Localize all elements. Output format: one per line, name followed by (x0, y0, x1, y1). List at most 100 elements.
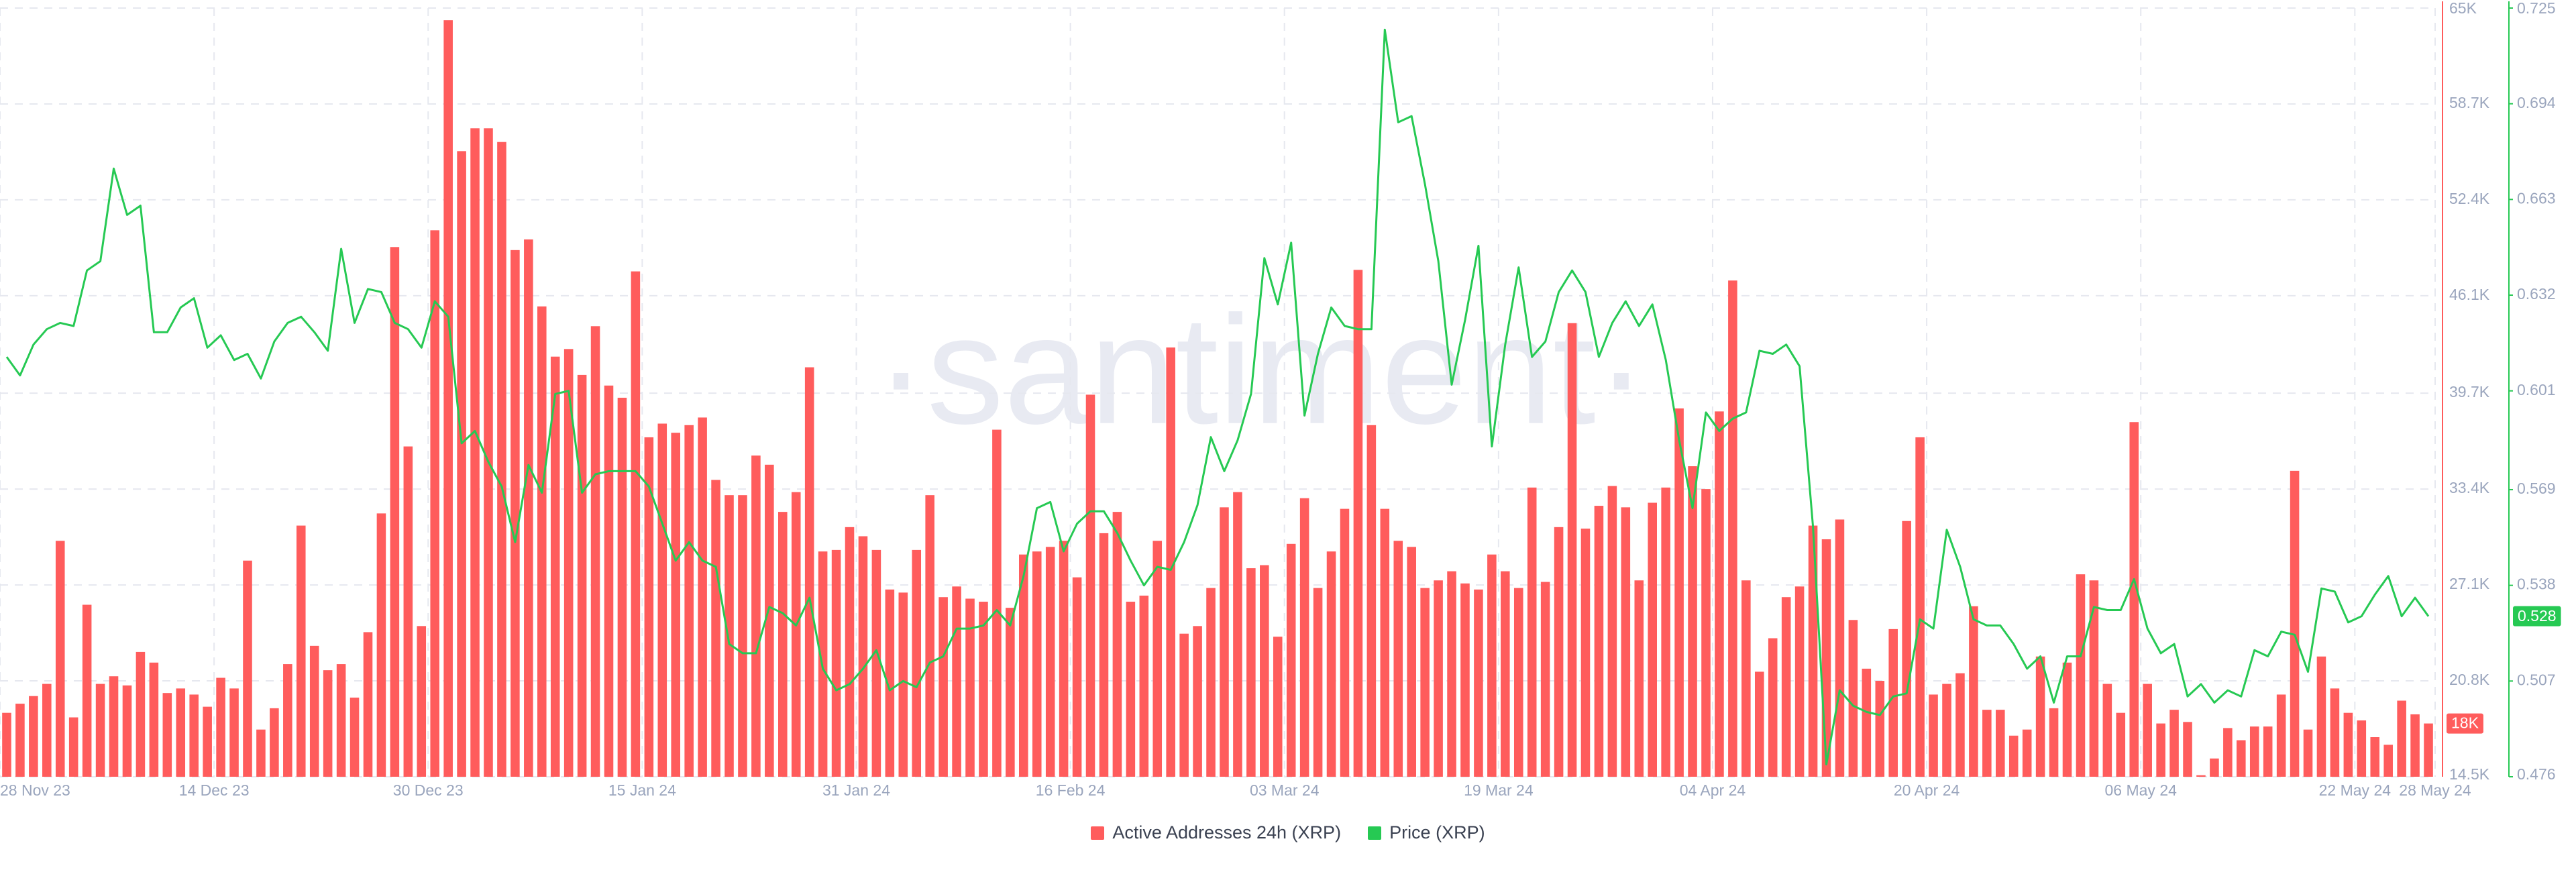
bar (1326, 551, 1336, 777)
bar (1888, 629, 1898, 777)
bar (2210, 758, 2219, 777)
legend-item[interactable]: Active Addresses 24h (XRP) (1091, 822, 1341, 843)
bar (1179, 633, 1189, 777)
bar (1112, 512, 1122, 777)
bar (403, 446, 413, 777)
bar (376, 513, 386, 777)
bar (417, 626, 427, 777)
y2-tick-label: 0.694 (2517, 94, 2556, 111)
bar (1286, 543, 1296, 777)
bar (82, 604, 92, 777)
bar (845, 527, 855, 777)
bar (497, 142, 506, 777)
x-tick-label: 31 Jan 24 (822, 781, 890, 799)
price-line (5, 28, 2430, 766)
bar (283, 664, 292, 777)
bar (109, 676, 119, 777)
bar (1273, 637, 1283, 777)
x-tick-label: 15 Jan 24 (608, 781, 676, 799)
bar (952, 586, 961, 777)
bar (1313, 588, 1323, 777)
bar (2089, 580, 2099, 777)
bar (751, 455, 761, 777)
bar (684, 425, 694, 777)
y2-tick-label: 0.569 (2517, 480, 2556, 497)
bar (1607, 486, 1617, 777)
x-tick-label: 16 Feb 24 (1036, 781, 1106, 799)
bar (2424, 723, 2433, 777)
bar (577, 374, 587, 777)
bar (216, 677, 225, 777)
bar (858, 536, 868, 777)
bar (2357, 720, 2367, 777)
y-tick-label: 20.8K (2449, 671, 2490, 688)
bar (1434, 580, 1443, 777)
bar (336, 664, 346, 777)
y-tick-label: 58.7K (2449, 94, 2490, 111)
y-tick-label: 52.4K (2449, 190, 2490, 207)
legend-swatch (1091, 826, 1105, 840)
bar (511, 250, 520, 777)
bar (203, 706, 212, 777)
bar (1099, 533, 1109, 777)
y-tick-label: 27.1K (2449, 575, 2490, 592)
bar (2076, 574, 2086, 777)
bar (1982, 710, 1992, 777)
legend-item[interactable]: Price (XRP) (1368, 822, 1485, 843)
bar (1527, 487, 1537, 777)
bar (363, 632, 373, 777)
bar (1902, 521, 1911, 777)
bar (778, 512, 788, 777)
bar (871, 549, 881, 777)
bar (550, 356, 560, 777)
bar (765, 464, 774, 777)
bar (1420, 588, 1430, 777)
bar (2116, 712, 2126, 777)
bar (1942, 684, 1951, 777)
bar (992, 429, 1002, 777)
bar (791, 492, 801, 777)
bar (2102, 684, 2112, 777)
bar (29, 696, 38, 777)
bar (1220, 507, 1229, 777)
bar (831, 549, 841, 777)
bar (2129, 422, 2139, 777)
bar (1969, 606, 1978, 777)
bar (1059, 541, 1069, 777)
bar (1554, 527, 1564, 777)
bar (1045, 547, 1055, 777)
bar (537, 306, 547, 777)
bar (2143, 684, 2152, 777)
bar (590, 326, 600, 777)
bar (149, 662, 159, 777)
bar (564, 349, 574, 777)
bar (1955, 673, 1965, 777)
bar (1501, 571, 1510, 777)
bar (229, 688, 239, 777)
x-tick-label: 19 Mar 24 (1464, 781, 1534, 799)
legend: Active Addresses 24h (XRP) Price (XRP) (0, 822, 2576, 843)
bar (1353, 270, 1363, 777)
bar (1915, 437, 1925, 777)
bar (738, 495, 747, 777)
bar (2370, 737, 2380, 777)
x-tick-label: 14 Dec 23 (179, 781, 250, 799)
bar (189, 694, 199, 777)
x-tick-label: 28 Nov 23 (0, 781, 70, 799)
value-badge: 0.528 (2513, 606, 2561, 626)
bar (1701, 489, 1711, 777)
bar (1929, 694, 1938, 777)
bar (804, 367, 814, 777)
watermark: ·santiment· (875, 284, 1647, 456)
bar (309, 645, 319, 777)
bar (243, 560, 252, 777)
bar (1085, 394, 1095, 777)
bar (711, 480, 720, 777)
x-tick-label: 28 May 24 (2399, 781, 2471, 799)
value-badge-bg (2447, 713, 2483, 734)
bar (1393, 541, 1403, 777)
bar (1715, 411, 1724, 777)
bar (1447, 571, 1456, 777)
bar (2156, 723, 2165, 777)
bar (1996, 710, 2005, 777)
